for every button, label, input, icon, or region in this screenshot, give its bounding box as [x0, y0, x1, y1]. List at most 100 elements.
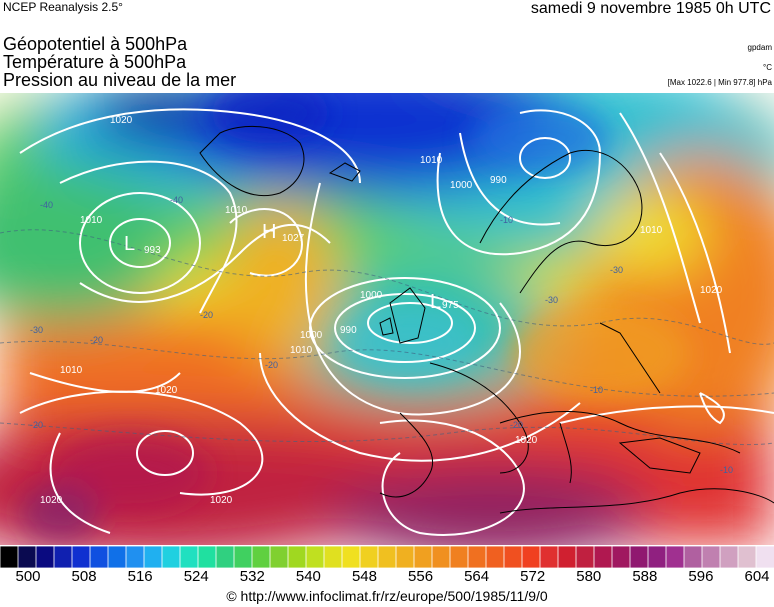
credit-link[interactable]: © http://www.infoclimat.fr/rz/europe/500… — [226, 588, 548, 604]
colorbar-swatch — [539, 545, 560, 569]
colorbar-swatch — [737, 545, 758, 569]
colorbar-tick-label: 532 — [239, 568, 265, 585]
low-center-letter: L — [124, 233, 135, 255]
colorbar-swatch — [233, 545, 254, 569]
colorbar-swatch — [665, 545, 686, 569]
isobar-label: 1020 — [700, 285, 723, 296]
title-geopotential: Géopotentiel à 500hPa — [3, 34, 188, 54]
colorbar-swatch — [413, 545, 434, 569]
colorbar-tick-label: 516 — [127, 568, 153, 585]
isotherm-label: -20 — [265, 360, 278, 370]
colorbar-tick-label: 580 — [576, 568, 602, 585]
source-label: NCEP Reanalysis 2.5° — [3, 0, 123, 14]
colorbar-swatch — [359, 545, 380, 569]
colorbar-swatch — [215, 545, 236, 569]
colorbar-swatch — [719, 545, 740, 569]
colorbar-swatch — [71, 545, 92, 569]
isobar-label: 1000 — [360, 290, 383, 301]
colorbar-swatch — [647, 545, 668, 569]
pressure-centers: L 993 H 1027 L 975 — [124, 221, 459, 313]
colorbar-swatch — [467, 545, 488, 569]
isobar-label: 1000 — [300, 330, 323, 341]
weather-map: 1020 1010 1010 1010 1010 1000 990 1000 9… — [0, 93, 774, 545]
colorbar-swatch — [377, 545, 398, 569]
colorbar-swatch — [629, 545, 650, 569]
colorbar-swatch — [251, 545, 272, 569]
isotherm-label: -10 — [590, 385, 603, 395]
isobar-label: 1010 — [420, 155, 443, 166]
high-center-letter: H — [262, 221, 276, 243]
isobar-label: 1010 — [60, 365, 83, 376]
colorbar-swatch — [593, 545, 614, 569]
colorbar-swatch — [431, 545, 452, 569]
isotherm-label: -20 — [510, 420, 523, 430]
isobar-label: 1020 — [40, 495, 63, 506]
coastlines — [199, 125, 774, 514]
isobar-label: 990 — [490, 175, 507, 186]
isobar-label: 1020 — [110, 115, 133, 126]
isobar-label: 990 — [340, 325, 357, 336]
colorbar-swatch — [305, 545, 326, 569]
isotherm-label: -30 — [545, 295, 558, 305]
isobar-label: 1010 — [80, 215, 103, 226]
colorbar-tick-label: 588 — [632, 568, 658, 585]
colorbar-swatch — [683, 545, 704, 569]
colorbar-swatch — [503, 545, 524, 569]
colorbar-tick-label: 524 — [183, 568, 209, 585]
isotherm-label: -10 — [720, 465, 733, 475]
colorbar-swatch — [323, 545, 344, 569]
colorbar-swatch — [107, 545, 128, 569]
colorbar-tick-label: 556 — [408, 568, 434, 585]
colorbar-swatch — [143, 545, 164, 569]
colorbar-tick-label: 604 — [744, 568, 770, 585]
colorbar-swatch — [197, 545, 218, 569]
colorbar-tick-label: 564 — [464, 568, 490, 585]
isobar-label: 1010 — [640, 225, 663, 236]
high-center-value: 1027 — [282, 233, 305, 244]
colorbar-tick-label: 548 — [351, 568, 377, 585]
colorbar-swatch — [521, 545, 542, 569]
isobar-label: 1020 — [210, 495, 233, 506]
colorbar-swatch — [17, 545, 38, 569]
unit-pressure-range: [Max 1022.6 | Min 977.8] hPa — [667, 78, 772, 87]
colorbar-swatch — [611, 545, 632, 569]
isotherm-label: -20 — [90, 335, 103, 345]
isotherm-label: -40 — [170, 195, 183, 205]
date-label: samedi 9 novembre 1985 0h UTC — [530, 0, 771, 17]
title-temperature: Température à 500hPa — [3, 52, 187, 72]
colorbar-tick-label: 572 — [520, 568, 546, 585]
colorbar-tick-label: 540 — [295, 568, 321, 585]
colorbar-swatch — [395, 545, 416, 569]
colorbar-swatch — [755, 545, 774, 569]
colorbar-swatch — [575, 545, 596, 569]
pressure-labels: 1020 1010 1010 1010 1010 1000 990 1000 9… — [40, 115, 723, 506]
colorbar-swatch — [35, 545, 56, 569]
colorbar-swatch — [449, 545, 470, 569]
low-center-value: 975 — [442, 300, 459, 311]
colorbar-swatch — [89, 545, 110, 569]
colorbar-ticks: 500 508 516 524 532 540 548 556 564 572 580 588 596 6… — [0, 568, 774, 586]
colorbar-swatch — [179, 545, 200, 569]
colorbar-swatch — [341, 545, 362, 569]
isotherm-label: -40 — [40, 200, 53, 210]
unit-geopotential: gpdam — [747, 43, 772, 52]
isotherm-label: -30 — [610, 265, 623, 275]
colorbar-swatch — [557, 545, 578, 569]
unit-temperature: °C — [763, 63, 772, 72]
isobar-label: 1020 — [155, 385, 178, 396]
colorbar-tick-label: 508 — [71, 568, 97, 585]
colorbar-swatch — [701, 545, 722, 569]
isobar-label: 1020 — [515, 435, 538, 446]
isotherm-label: -10 — [500, 215, 513, 225]
colorbar-tick-label: 596 — [688, 568, 714, 585]
colorbar-swatch — [161, 545, 182, 569]
colorbar-swatch — [287, 545, 308, 569]
isobar-label: 1000 — [450, 180, 473, 191]
temperature-labels: -40 -40 -30 -20 -20 -30 -20 -30 -20 -10 … — [30, 195, 733, 475]
temperature-isotherms — [0, 229, 774, 446]
colorbar — [0, 545, 774, 569]
colorbar-tick-label: 500 — [15, 568, 41, 585]
isobar-label: 1010 — [225, 205, 248, 216]
isotherm-label: -30 — [30, 325, 43, 335]
isobar-label: 1010 — [290, 345, 313, 356]
